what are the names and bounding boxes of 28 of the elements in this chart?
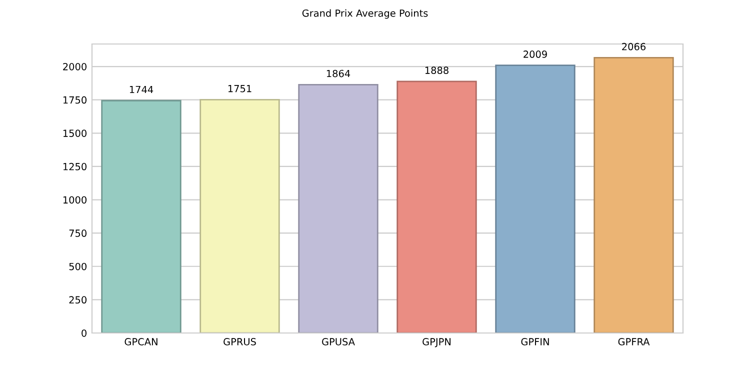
- chart-title: Grand Prix Average Points: [302, 9, 428, 19]
- y-tick-label: 250: [69, 296, 86, 304]
- y-tick-label: 500: [69, 262, 86, 270]
- y-tick-label: 750: [69, 230, 86, 237]
- y-tick-label: 1000: [63, 196, 86, 204]
- bar: [298, 84, 378, 333]
- bar: [396, 80, 477, 333]
- bar: [495, 64, 576, 333]
- data-label: 1744: [130, 86, 154, 94]
- y-tick-label: 2000: [63, 62, 86, 70]
- data-label: 1751: [228, 85, 252, 92]
- bar: [101, 100, 182, 333]
- x-tick-label: GPFRA: [618, 338, 650, 346]
- x-tick-label: GPUSA: [322, 338, 355, 346]
- x-tick-label: GPCAN: [124, 338, 158, 346]
- bar: [594, 57, 674, 333]
- data-label: 1864: [326, 70, 350, 78]
- y-tick-label: 1500: [63, 130, 86, 137]
- bar: [200, 99, 280, 333]
- x-tick-label: GPRUS: [224, 338, 256, 346]
- y-tick-label: 0: [82, 329, 86, 337]
- y-tick-label: 1250: [63, 162, 86, 170]
- x-tick-label: GPJPN: [422, 338, 450, 348]
- y-tick-label: 1750: [63, 96, 86, 104]
- data-label: 2009: [524, 50, 547, 58]
- data-label: 2066: [622, 42, 646, 50]
- x-tick-label: GPFIN: [521, 338, 549, 346]
- data-label: 1888: [425, 66, 448, 74]
